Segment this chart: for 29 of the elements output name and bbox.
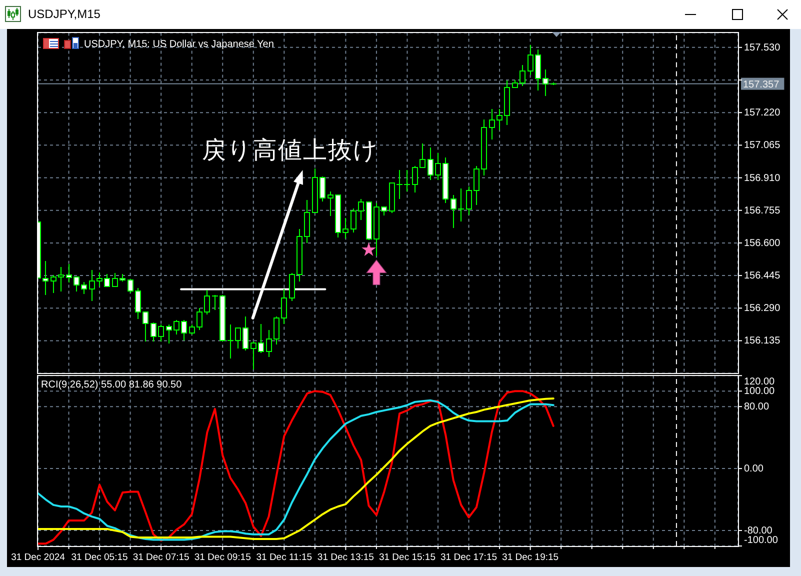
- y-tick-label: 156.910: [744, 172, 781, 184]
- x-tick-label: 31 Dec 11:15: [256, 552, 312, 563]
- y-tick-label: 100.00: [744, 386, 776, 397]
- annotation: 戻り高値上抜け: [202, 136, 379, 164]
- y-tick-label: 0.00: [744, 463, 764, 474]
- x-tick-label: 31 Dec 2024: [11, 552, 65, 563]
- y-tick-label: 156.290: [744, 302, 781, 314]
- y-tick-label: 157.220: [744, 107, 781, 118]
- y-tick-label: 156.755: [744, 204, 781, 216]
- y-tick-label: 156.445: [744, 270, 781, 282]
- x-tick-label: 31 Dec 07:15: [132, 552, 190, 563]
- y-tick-label: 157.530: [744, 42, 781, 53]
- chart-title: RCI(9,26,52) 55.00 81.86 90.50: [41, 379, 182, 390]
- y-tick-label: 157.065: [744, 140, 781, 151]
- chart-title: USDJPY,M15: [28, 7, 100, 21]
- y-tick-label: 156.135: [744, 335, 781, 346]
- y-tick-label: 80.00: [744, 401, 770, 412]
- text: USDJPY, M15: US Dollar vs Japanese Yen: [84, 38, 274, 50]
- x-tick-label: 31 Dec 15:15: [378, 552, 436, 563]
- y-tick-label: 120.00: [744, 376, 776, 388]
- y-tick-label: 156.600: [744, 237, 781, 248]
- x-tick-label: 31 Dec 13:15: [317, 552, 374, 563]
- x-tick-label: 31 Dec 05:15: [71, 552, 128, 563]
- ref-line-label: 157.357: [743, 78, 780, 90]
- x-tick-label: 31 Dec 17:15: [440, 552, 498, 563]
- x-tick-label: 31 Dec 19:15: [502, 552, 559, 563]
- y-tick-label: -80.00: [744, 525, 773, 536]
- x-tick-label: 31 Dec 09:15: [194, 552, 251, 563]
- y-tick-label: -100.00: [744, 534, 778, 546]
